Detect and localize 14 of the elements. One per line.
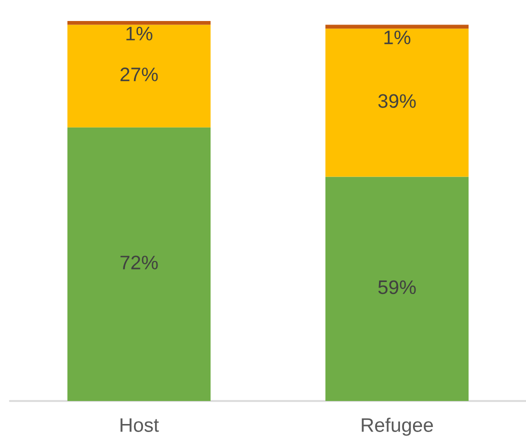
- bar: [325, 176, 469, 401]
- data-label: 27%: [120, 68, 158, 82]
- data-label: 72%: [120, 256, 158, 270]
- bar: [67, 21, 211, 25]
- data-label: 1%: [384, 30, 410, 44]
- x-tick-label: Refugee: [362, 418, 433, 436]
- data-label: 1%: [126, 26, 152, 40]
- data-label: 59%: [378, 280, 416, 294]
- data-label: 39%: [378, 94, 416, 108]
- bar: [325, 24, 469, 29]
- bar: [325, 28, 469, 177]
- x-tick-label: Host: [120, 418, 159, 432]
- bar: [67, 127, 211, 401]
- bar: [67, 24, 211, 128]
